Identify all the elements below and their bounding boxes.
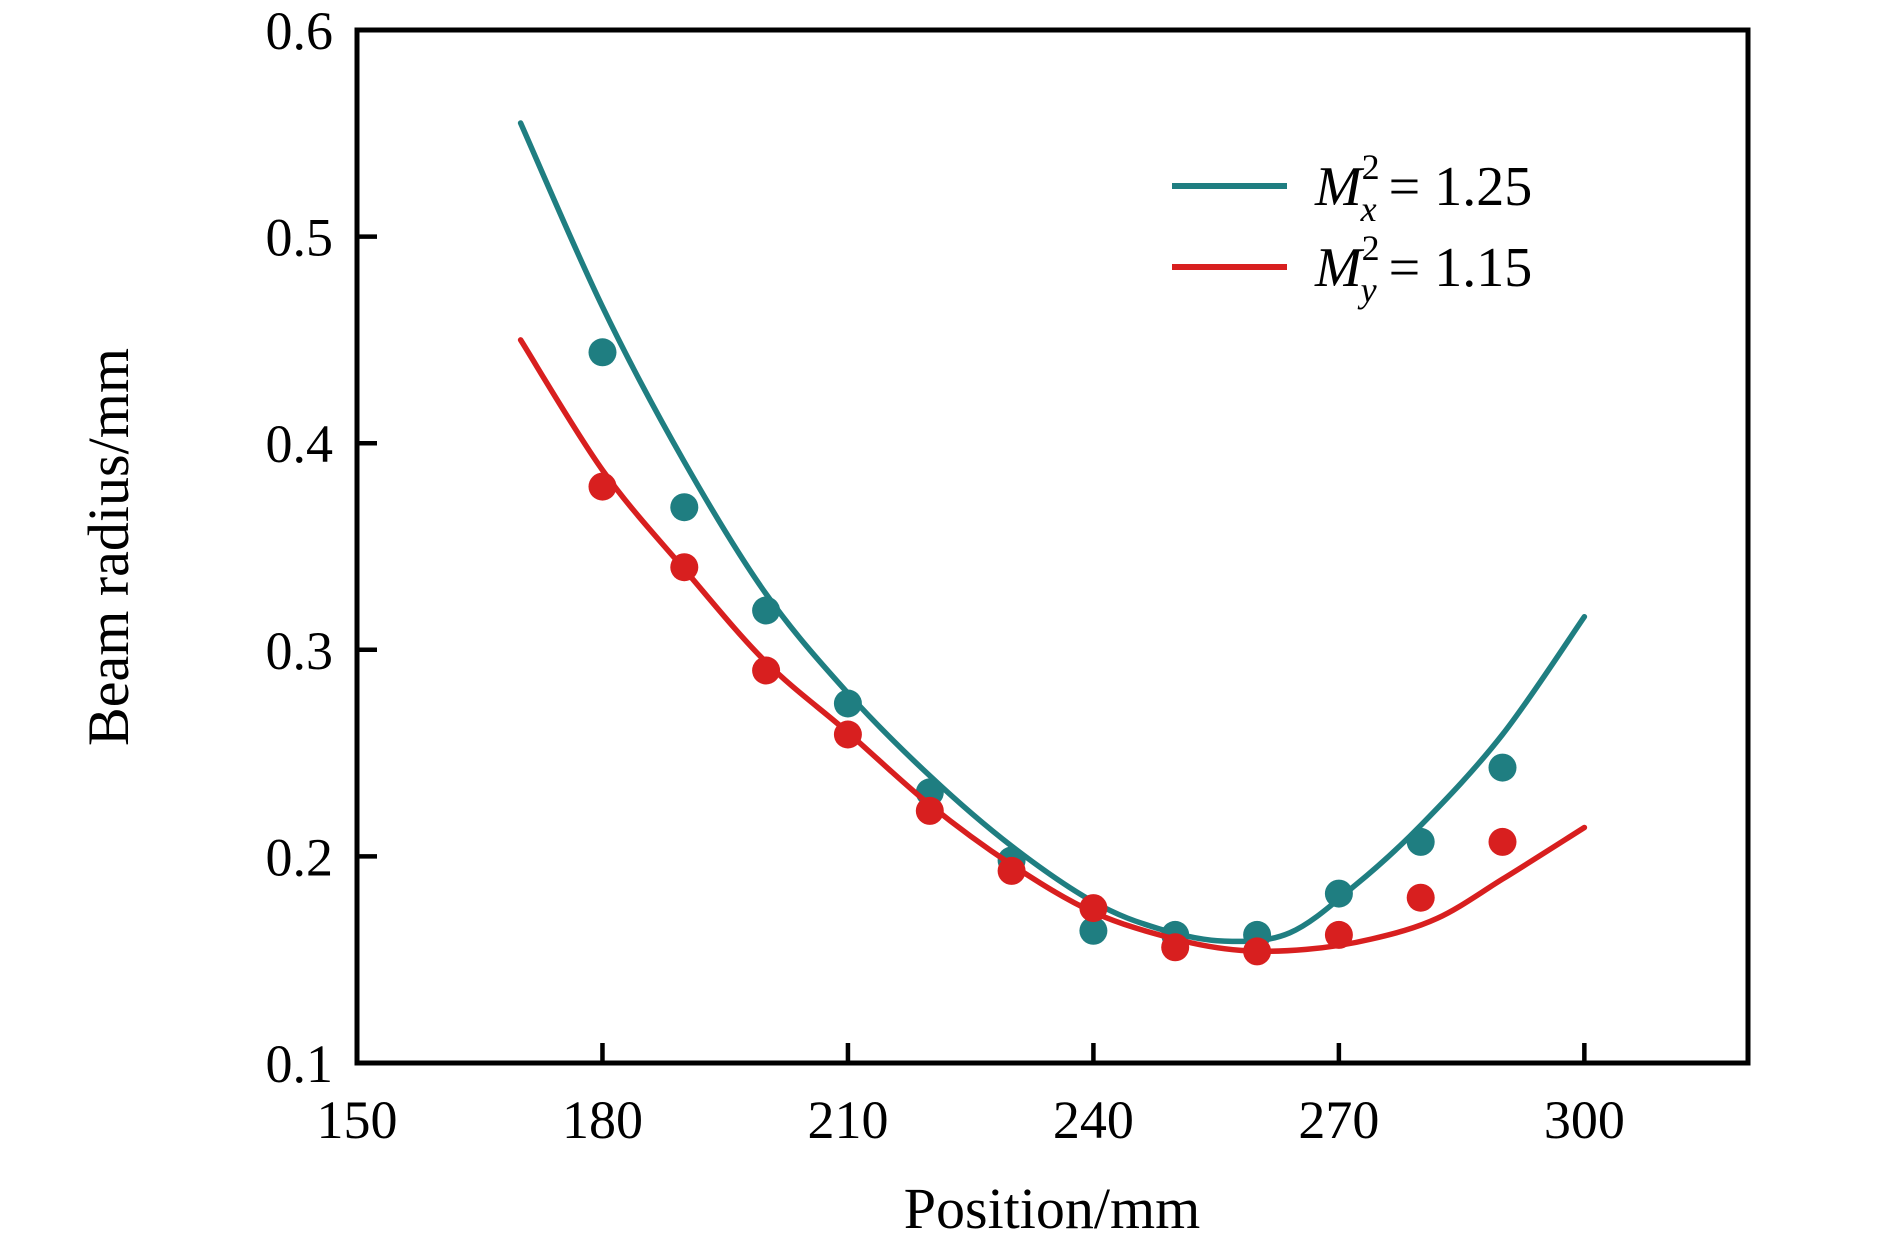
y-tick-label: 0.6 <box>266 1 334 61</box>
data-point <box>915 796 944 825</box>
data-point <box>997 856 1026 885</box>
data-point <box>1488 753 1517 782</box>
legend-entry-mx: M2 x = 1.25 <box>1172 147 1532 229</box>
data-point <box>833 689 862 718</box>
y-tick-label: 0.5 <box>266 208 334 268</box>
data-points-mx <box>588 338 1517 949</box>
y-tick-label: 0.3 <box>266 621 334 681</box>
y-tick-label: 0.1 <box>266 1034 334 1094</box>
tick-labels: 150 180 210 240 270 300 0.1 0.2 0.3 0.4 0.5 0.6 <box>266 1 1625 1150</box>
y-tick-label: 0.2 <box>266 827 334 887</box>
legend-label-my: M2 y = 1.15 <box>1314 228 1532 310</box>
y-axis-label: Beam radius/mm <box>76 348 141 746</box>
data-point <box>752 656 781 685</box>
data-point <box>1406 827 1435 856</box>
data-point <box>1243 937 1272 966</box>
axis-ticks <box>354 27 1587 1066</box>
legend-entry-my: M2 y = 1.15 <box>1172 228 1532 310</box>
data-point <box>588 338 617 367</box>
data-point <box>670 553 699 582</box>
x-tick-label: 240 <box>1053 1090 1134 1150</box>
data-point <box>1406 883 1435 912</box>
axes-frame <box>354 27 1751 1066</box>
x-tick-label: 150 <box>317 1090 398 1150</box>
data-point <box>752 596 781 625</box>
data-point <box>1324 920 1353 949</box>
data-points-my <box>588 472 1517 966</box>
fit-curve-my <box>517 337 1588 955</box>
x-tick-label: 210 <box>807 1090 888 1150</box>
legend-label-mx: M2 x = 1.25 <box>1314 147 1532 229</box>
data-point <box>1161 933 1190 962</box>
data-point <box>670 493 699 522</box>
plot-frame <box>354 27 1751 1066</box>
series-layer <box>517 120 1588 966</box>
x-axis-label: Position/mm <box>904 1176 1201 1241</box>
y-tick-label: 0.4 <box>266 414 334 474</box>
x-tick-label: 180 <box>562 1090 643 1150</box>
data-point <box>833 720 862 749</box>
data-point <box>1324 879 1353 908</box>
data-point <box>1488 827 1517 856</box>
data-point <box>588 472 617 501</box>
data-point <box>1079 916 1108 945</box>
x-tick-label: 300 <box>1544 1090 1625 1150</box>
x-tick-label: 270 <box>1298 1090 1379 1150</box>
data-point <box>1079 894 1108 923</box>
